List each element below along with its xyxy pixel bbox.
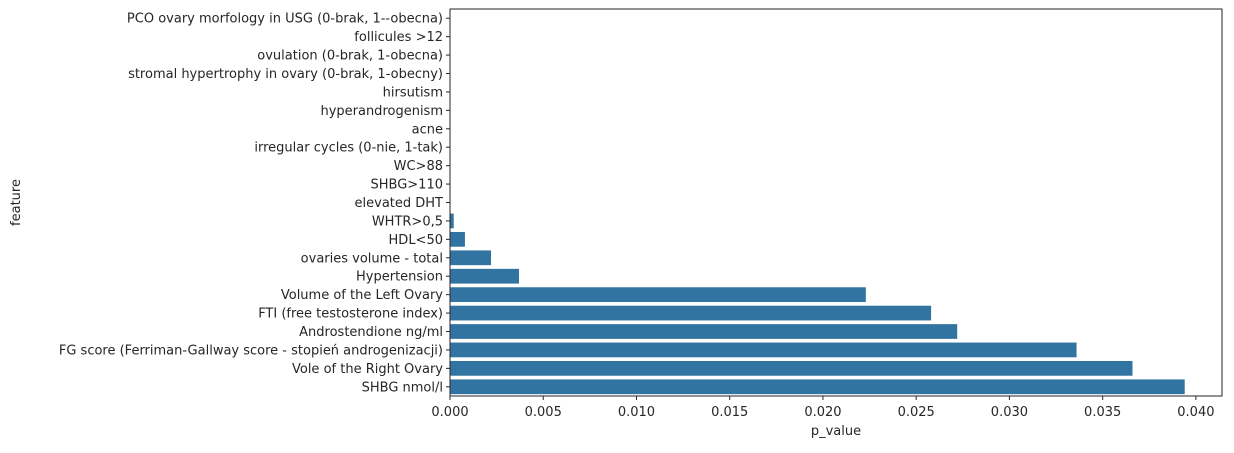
y-tick-label: follicules >12 [354, 30, 443, 45]
y-axis-label: feature [9, 179, 24, 226]
y-tick-label: ovulation (0-brak, 1-obecna) [257, 49, 443, 64]
y-tick-label: ovaries volume - total [301, 251, 443, 266]
bars-layer [450, 213, 1185, 395]
x-tick-label: 0.000 [431, 405, 468, 420]
x-tick-label: 0.040 [1177, 405, 1214, 420]
y-tick-label: SHBG>110 [371, 178, 444, 193]
y-tick-label: FTI (free testosterone index) [258, 307, 443, 322]
y-tick-label: SHBG nmol/l [362, 380, 443, 395]
bar [450, 268, 519, 284]
y-tick-label: stromal hypertrophy in ovary (0-brak, 1-… [128, 67, 443, 82]
bar [450, 287, 866, 303]
y-tick-label: Volume of the Left Ovary [281, 288, 443, 303]
bar [450, 379, 1185, 395]
y-tick-label: Hypertension [356, 270, 443, 285]
y-tick-label: irregular cycles (0-nie, 1-tak) [254, 141, 443, 156]
x-axis-ticks: 0.000 0.005 0.010 0.015 0.020 0.025 0.030 0.035… [431, 396, 1215, 420]
x-tick-label: 0.020 [804, 405, 841, 420]
y-tick-label: Androstendione ng/ml [299, 325, 443, 340]
x-tick-label: 0.005 [525, 405, 562, 420]
y-tick-label: WC>88 [394, 159, 443, 174]
bar [450, 305, 932, 321]
y-tick-label: PCO ovary morfology in USG (0-brak, 1--o… [127, 12, 443, 27]
y-tick-label: hyperandrogenism [320, 104, 443, 119]
x-tick-label: 0.015 [711, 405, 748, 420]
y-axis-ticks: PCO ovary morfology in USG (0-brak, 1--o… [59, 12, 450, 395]
bar [450, 360, 1133, 376]
x-tick-label: 0.035 [1084, 405, 1121, 420]
x-tick-label: 0.025 [898, 405, 935, 420]
x-tick-label: 0.010 [618, 405, 655, 420]
bar [450, 250, 492, 266]
y-tick-label: hirsutism [383, 85, 443, 100]
y-tick-label: Vole of the Right Ovary [292, 362, 443, 377]
y-tick-label: WHTR>0,5 [372, 214, 443, 229]
bar [450, 213, 454, 229]
bar [450, 342, 1077, 358]
bar [450, 231, 465, 247]
bar [450, 324, 958, 339]
y-tick-label: FG score (Ferriman-Gallway score - stopi… [59, 343, 443, 358]
x-axis-label: p_value [811, 424, 861, 439]
y-tick-label: acne [412, 122, 443, 137]
y-tick-label: elevated DHT [355, 196, 444, 211]
x-tick-label: 0.030 [991, 405, 1028, 420]
y-tick-label: HDL<50 [389, 233, 443, 248]
